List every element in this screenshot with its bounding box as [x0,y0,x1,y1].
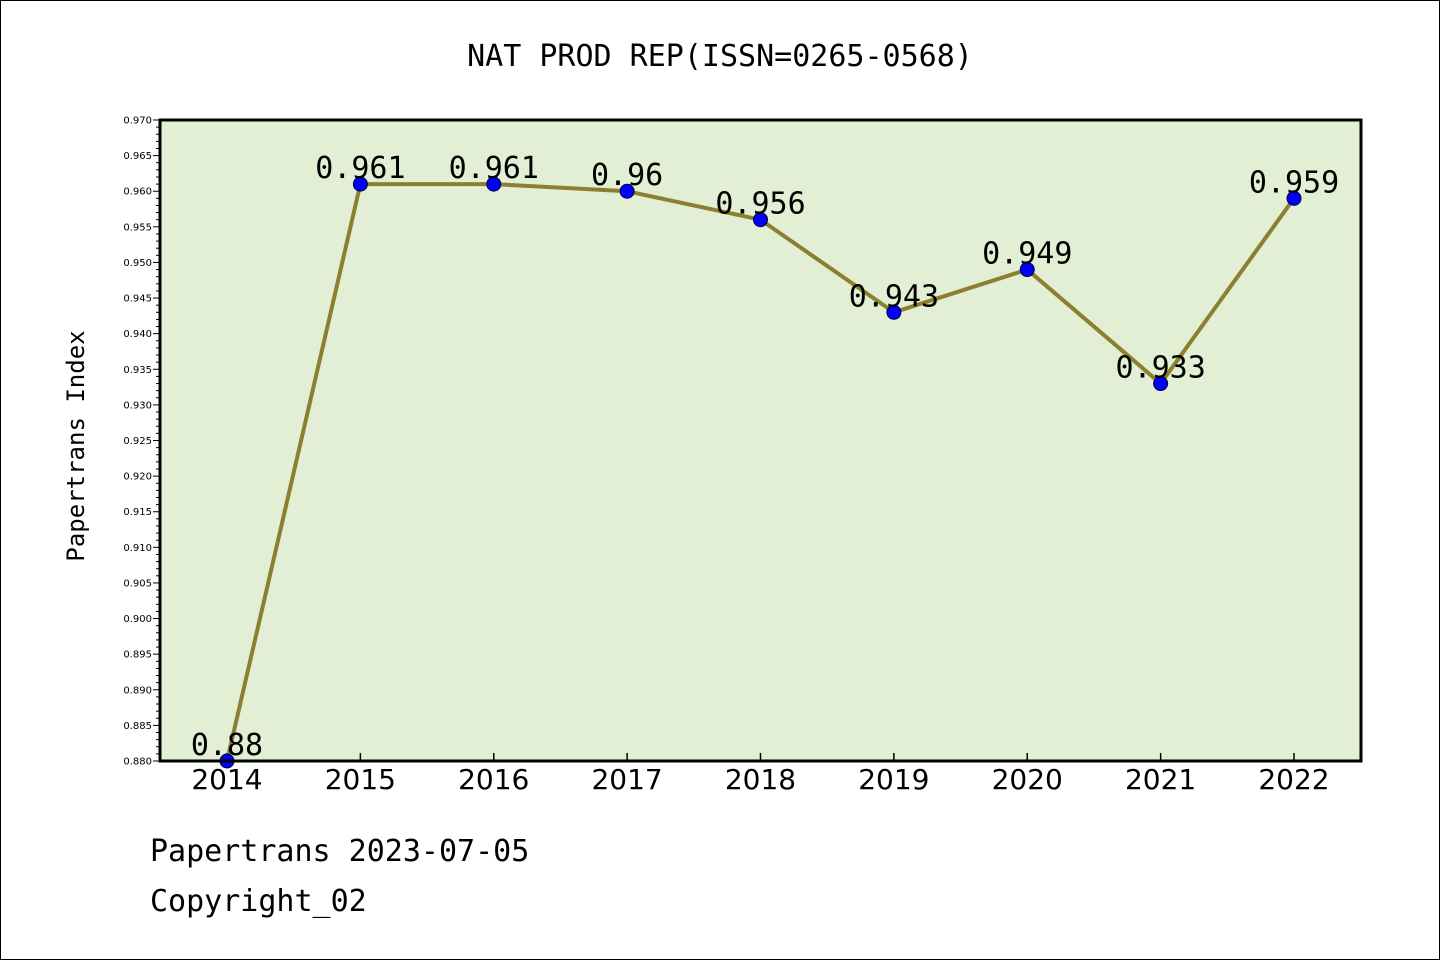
data-point-marker [352,176,368,192]
y-tick-label: 0.950 [123,258,152,269]
x-tick-label: 2017 [591,763,662,796]
data-point-marker [1019,262,1035,278]
data-label: 0.961 [315,151,405,186]
y-tick-label: 0.885 [123,721,152,732]
x-axis: 2014 2015 2016 2017 2018 2019 2020 2021 2022 [191,753,1330,796]
y-tick-label: 0.970 [123,116,152,127]
data-point-marker [1153,376,1169,392]
y-tick-label: 0.880 [123,757,152,768]
data-label: 0.949 [982,237,1072,272]
y-tick-label: 0.890 [123,685,152,696]
y-tick-label: 0.905 [123,578,152,589]
y-tick-label: 0.895 [123,650,152,661]
data-point-marker [619,183,635,199]
y-tick-label: 0.940 [123,329,152,340]
data-label: 0.959 [1249,165,1339,200]
y-tick-label: 0.915 [123,507,152,518]
chart-title: NAT PROD REP(ISSN=0265-0568) [467,39,973,74]
y-tick-label: 0.960 [123,187,152,198]
y-tick-label: 0.900 [123,614,152,625]
data-point-marker [886,304,902,320]
data-label: 0.961 [449,151,539,186]
y-tick-label: 0.925 [123,436,152,447]
y-tick-label: 0.955 [123,222,152,233]
x-tick-label: 2021 [1125,763,1196,796]
x-tick-label: 2019 [858,763,929,796]
data-label: 0.88 [191,728,263,763]
x-tick-label: 2015 [325,763,396,796]
footer-date-text: Papertrans 2023-07-05 [150,834,530,869]
data-point-marker [486,176,502,192]
x-tick-label: 2022 [1258,763,1329,796]
y-tick-label: 0.910 [123,543,152,554]
y-tick-label: 0.965 [123,151,152,162]
y-tick-label: 0.935 [123,365,152,376]
y-tick-label: 0.930 [123,400,152,411]
data-label: 0.943 [849,279,939,314]
data-label: 0.933 [1115,351,1205,386]
plot-border [158,118,1363,763]
x-tick-label: 2020 [992,763,1063,796]
x-tick-label: 2018 [725,763,796,796]
data-point-marker [753,212,768,228]
footer-copyright-text: Copyright_02 [150,884,367,919]
y-axis-label: Papertrans Index [62,330,90,561]
data-point-marker [1286,190,1302,206]
y-axis: 0.880 0.885 0.890 0.895 0.900 0.905 0.910 0.915… [123,116,160,768]
data-label-layer: 0.88 0.961 0.961 0.96 0.956 0.943 0.949 0.933 0.… [191,151,1339,763]
x-tick-label: 2016 [458,763,529,796]
y-tick-label: 0.920 [123,472,152,483]
data-label: 0.96 [591,158,663,193]
data-label: 0.956 [715,187,805,222]
y-tick-label: 0.945 [123,294,152,305]
